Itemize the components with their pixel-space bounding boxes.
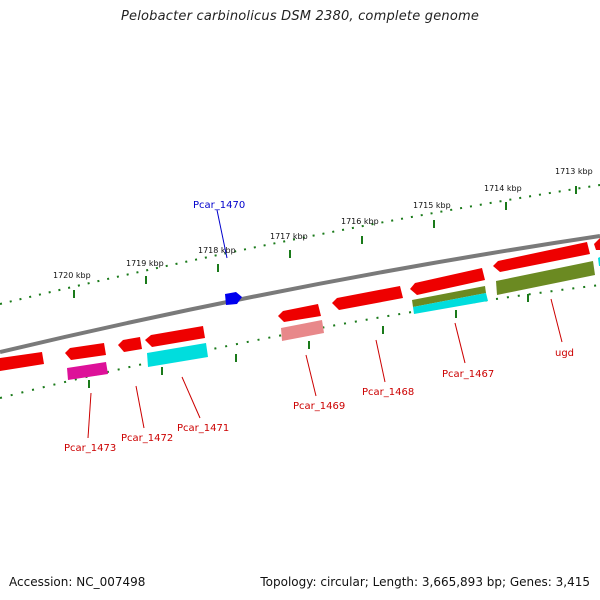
gene-arrow-pcar-1467[interactable] — [410, 268, 485, 295]
kbp-labels: 1720 kbp 1719 kbp 1718 kbp 1717 kbp 1716… — [53, 167, 593, 280]
kbp-ticks — [73, 186, 577, 298]
gene-arrow-pcar-1468[interactable] — [332, 286, 403, 310]
gene-arrow-pcar-1471[interactable] — [145, 326, 205, 347]
leader-pcar-1470 — [216, 209, 228, 259]
gene-labels: Pcar_1470 Pcar_1473 Pcar_1472 Pcar_1471 … — [64, 200, 574, 454]
gene-arrow-ugd[interactable] — [493, 242, 590, 272]
gene-label-pcar-1472[interactable]: Pcar_1472 — [121, 433, 173, 444]
kbp-label-1718: 1718 kbp — [198, 246, 236, 255]
gene-arrow-pcar-1472[interactable] — [118, 337, 142, 352]
feature-olive-1467[interactable] — [412, 286, 486, 307]
gene-label-pcar-1471[interactable]: Pcar_1471 — [177, 423, 229, 434]
feature-cyan-1471[interactable] — [147, 343, 208, 367]
gene-arrow-pcar-1469[interactable] — [278, 304, 321, 322]
kbp-label-1713: 1713 kbp — [555, 167, 593, 176]
leader-pcar-1472 — [135, 385, 145, 429]
genes-reverse-row — [0, 238, 600, 371]
kbp-label-1715: 1715 kbp — [413, 201, 451, 210]
feature-pink-1469[interactable] — [281, 320, 324, 341]
label-leaders — [87, 209, 563, 439]
leader-pcar-1473 — [87, 392, 92, 439]
inner-ticks — [88, 294, 529, 388]
gene-label-pcar-1468[interactable]: Pcar_1468 — [362, 387, 414, 398]
genome-title: Pelobacter carbinolicus DSM 2380, comple… — [120, 9, 480, 24]
gene-label-pcar-1469[interactable]: Pcar_1469 — [293, 401, 345, 412]
gene-label-pcar-1473[interactable]: Pcar_1473 — [64, 443, 116, 454]
kbp-label-1719: 1719 kbp — [126, 259, 164, 268]
features-secondary-row — [67, 257, 600, 380]
gene-arrow-pcar-1470[interactable] — [225, 292, 242, 305]
kbp-label-1714: 1714 kbp — [484, 184, 522, 193]
gene-pcar-1470[interactable] — [225, 292, 242, 305]
gene-label-pcar-1467[interactable]: Pcar_1467 — [442, 369, 494, 380]
gene-label-ugd[interactable]: ugd — [555, 348, 574, 359]
gene-arrow-right-edge[interactable] — [594, 238, 600, 250]
gene-arrow-pcar-1473[interactable] — [65, 343, 106, 360]
kbp-label-1716: 1716 kbp — [341, 217, 379, 226]
genome-summary: Topology: circular; Length: 3,665,893 bp… — [260, 575, 590, 589]
leader-pcar-1467 — [454, 322, 466, 364]
feature-olive-ugd[interactable] — [496, 261, 595, 295]
feature-cyan-1467[interactable] — [413, 293, 488, 314]
genome-backbone — [0, 234, 600, 354]
leader-ugd — [550, 298, 563, 343]
feature-magenta[interactable] — [67, 362, 108, 380]
leader-pcar-1469 — [305, 354, 317, 397]
gene-label-pcar-1470[interactable]: Pcar_1470 — [193, 200, 245, 211]
kbp-label-1720: 1720 kbp — [53, 271, 91, 280]
gene-arrow-left-edge[interactable] — [0, 352, 44, 371]
leader-pcar-1471 — [181, 376, 201, 419]
accession-label: Accession: NC_007498 — [9, 575, 146, 589]
kbp-label-1717: 1717 kbp — [270, 232, 308, 241]
leader-pcar-1468 — [375, 339, 386, 383]
